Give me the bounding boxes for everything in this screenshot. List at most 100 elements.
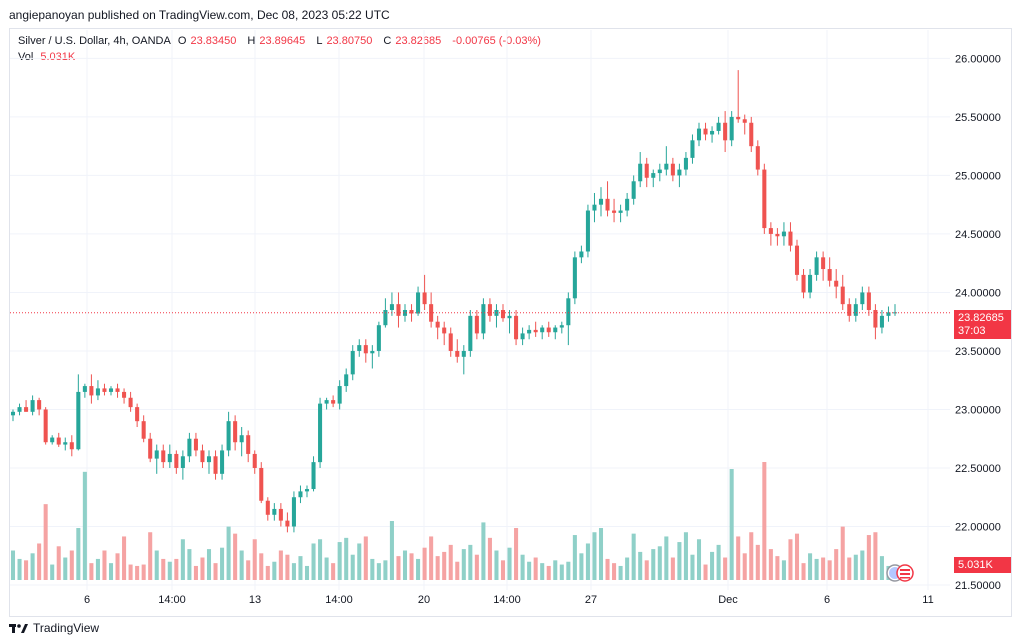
volume-bar	[187, 549, 192, 580]
candle-body	[690, 140, 695, 158]
candle-body	[344, 374, 349, 387]
volume-bar	[801, 563, 806, 580]
y-tick-label: 23.50000	[955, 346, 1001, 358]
volume-bar	[259, 553, 264, 580]
volume-bar	[17, 558, 22, 580]
volume-bar	[102, 550, 107, 580]
volume-bar	[435, 556, 440, 580]
candle-body	[56, 437, 61, 445]
candle-body	[318, 403, 323, 463]
volume-bar	[278, 550, 283, 580]
candle-body	[781, 231, 786, 237]
volume-bar	[318, 539, 323, 580]
y-tick-label: 22.00000	[955, 521, 1001, 533]
candle-body	[853, 304, 858, 316]
candle-body	[683, 157, 688, 170]
volume-bar	[200, 557, 205, 580]
candle-body	[324, 400, 329, 404]
volume-bar	[402, 550, 408, 580]
symbol-label[interactable]: Silver / U.S. Dollar, 4h, OANDA	[18, 35, 171, 47]
candle-body	[10, 411, 16, 416]
volume-bar	[180, 539, 185, 580]
volume-bar	[860, 550, 865, 580]
candle-body	[566, 298, 571, 326]
candle-body	[514, 315, 519, 340]
volume-legend[interactable]: Vol 5.031K	[18, 51, 79, 63]
candle-body	[540, 327, 545, 333]
event-flags-icon[interactable]	[884, 562, 924, 584]
candle-body	[161, 450, 166, 463]
volume-bar	[487, 537, 492, 580]
candle-body	[304, 489, 310, 492]
low-value: 23.80750	[326, 35, 373, 47]
volume-bar	[834, 549, 839, 580]
volume-bar	[598, 528, 604, 580]
candle-body	[847, 304, 852, 316]
open-value: 23.83450	[190, 35, 237, 47]
candle-body	[311, 462, 316, 490]
candle-body	[213, 456, 218, 474]
volume-bar	[625, 557, 630, 580]
volume-bar	[37, 543, 42, 580]
volume-bar	[840, 526, 845, 580]
high-label: H 23.89645	[247, 35, 306, 47]
candle-body	[625, 198, 630, 211]
volume-bar	[703, 564, 708, 580]
candle-body	[755, 146, 760, 170]
candle-body	[350, 350, 355, 375]
candle-body	[474, 315, 479, 334]
volume-bar	[585, 543, 590, 580]
volume-bar	[847, 557, 852, 580]
volume-bar	[729, 469, 734, 580]
volume-bar	[546, 565, 551, 580]
candle-body	[664, 163, 669, 170]
volume-bar	[141, 564, 146, 580]
candle-body	[389, 304, 394, 310]
volume-bar	[246, 560, 251, 580]
candle-body	[749, 122, 754, 147]
candle-body	[546, 327, 551, 333]
volume-bar	[468, 544, 473, 580]
candle-body	[559, 325, 564, 328]
candle-body	[429, 304, 434, 322]
candle-body	[814, 257, 819, 275]
candle-body	[193, 438, 198, 451]
volume-bar	[716, 544, 721, 580]
last-volume-tag: 5.031K	[954, 557, 1011, 573]
candle-body	[788, 231, 793, 246]
volume-bar	[853, 554, 858, 580]
candle-body	[860, 292, 865, 305]
tradingview-brand[interactable]: TradingView	[9, 621, 99, 635]
volume-bar	[474, 554, 479, 580]
candle-body	[710, 130, 715, 135]
y-tick-label: 25.00000	[955, 170, 1001, 182]
bar-countdown: 37:03	[958, 325, 986, 337]
candle-body	[259, 467, 264, 501]
candle-body	[63, 442, 68, 445]
candle-body	[638, 163, 643, 182]
volume-bar	[10, 550, 16, 580]
candle-body	[579, 251, 584, 258]
volume-bar	[389, 521, 394, 580]
volume-bar	[873, 532, 878, 580]
x-tick-label: 13	[249, 594, 261, 606]
candle-body	[102, 388, 107, 392]
volume-bar	[520, 554, 525, 580]
candle-body	[866, 292, 871, 310]
last-price: 23.82685	[958, 312, 1004, 324]
ohlc-legend[interactable]: Silver / U.S. Dollar, 4h, OANDA O 23.8345…	[18, 35, 545, 47]
candle-body	[298, 491, 303, 498]
candle-body	[448, 333, 453, 351]
candle-body	[272, 508, 277, 515]
candle-body	[402, 310, 408, 316]
candle-body	[716, 122, 721, 131]
candle-body	[794, 245, 800, 275]
volume-bar	[298, 556, 303, 580]
volume-bar	[657, 546, 662, 580]
candle-body	[291, 497, 296, 527]
volume-bar	[651, 549, 656, 580]
candle-body	[670, 163, 675, 176]
candle-body	[370, 350, 375, 354]
candle-body	[69, 442, 74, 450]
